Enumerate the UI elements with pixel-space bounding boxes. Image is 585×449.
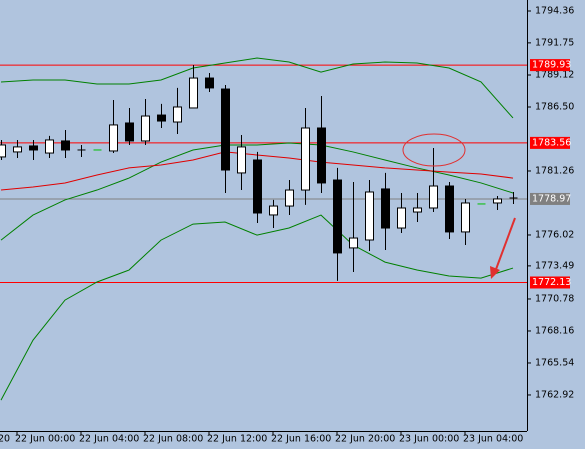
level-label-bg bbox=[530, 276, 570, 289]
candle-body bbox=[141, 115, 150, 142]
y-tick-label: 1791.75 bbox=[535, 37, 574, 48]
candle-body bbox=[413, 207, 422, 213]
y-tick-label: 1776.02 bbox=[535, 229, 574, 240]
indicator-line bbox=[0, 214, 514, 401]
candle-body bbox=[13, 146, 22, 153]
level-label: 1778.97 bbox=[532, 193, 571, 204]
y-tick-label: 1762.92 bbox=[535, 389, 574, 400]
candle-body bbox=[269, 205, 278, 216]
level-label-bg bbox=[530, 136, 570, 149]
candle-body bbox=[365, 191, 374, 241]
x-tick-label: 22 Jun 00:00 bbox=[15, 434, 75, 445]
candle-body bbox=[173, 106, 182, 123]
candle-body bbox=[205, 77, 214, 89]
candle-body bbox=[381, 188, 390, 229]
level-label: 1783.56 bbox=[532, 137, 571, 148]
candle-body bbox=[157, 114, 166, 122]
candle-body bbox=[125, 122, 134, 142]
indicator-line bbox=[0, 57, 514, 119]
x-tick-label: 22 Jun 08:00 bbox=[143, 434, 203, 445]
x-tick-label: 23 Jun 04:00 bbox=[463, 434, 523, 445]
candle-body bbox=[461, 202, 470, 233]
candle-body bbox=[189, 77, 198, 109]
y-tick-label: 1773.49 bbox=[535, 260, 574, 271]
level-label: 1772.13 bbox=[532, 277, 571, 288]
candle-body bbox=[285, 189, 294, 207]
arrow-shaft bbox=[494, 217, 516, 273]
candle-body bbox=[349, 237, 358, 249]
candle-body bbox=[301, 127, 310, 191]
y-tick-label: 1781.26 bbox=[535, 165, 574, 176]
arrow-head bbox=[490, 266, 500, 279]
x-tick-label: 23 Jun 00:00 bbox=[399, 434, 459, 445]
y-tick-label: 1768.16 bbox=[535, 325, 574, 336]
candle-body bbox=[493, 198, 502, 204]
y-tick-label: 1786.50 bbox=[535, 101, 574, 112]
level-label-bg bbox=[530, 192, 570, 205]
candle-body bbox=[221, 88, 230, 171]
candle-body bbox=[397, 207, 406, 229]
candle-body bbox=[253, 159, 262, 214]
candle-body bbox=[109, 124, 118, 152]
candle-body bbox=[445, 185, 454, 233]
candle-body bbox=[333, 179, 342, 254]
candle-body bbox=[61, 140, 70, 151]
x-tick-label: 22 Jun 12:00 bbox=[207, 434, 267, 445]
x-tick-label: 22 Jun 04:00 bbox=[79, 434, 139, 445]
candle-body bbox=[45, 139, 54, 154]
candle-body bbox=[317, 127, 326, 184]
candle-body bbox=[237, 146, 246, 174]
highlight-ellipse bbox=[402, 133, 466, 167]
y-tick-label: 1789.12 bbox=[535, 69, 574, 80]
y-tick-label: 1794.36 bbox=[535, 5, 574, 16]
candle-body bbox=[0, 144, 6, 158]
candle-body bbox=[29, 145, 38, 151]
y-tick-label: 1765.54 bbox=[535, 357, 574, 368]
x-tick-label: 22 Jun 20:00 bbox=[335, 434, 395, 445]
level-label-bg bbox=[530, 59, 570, 72]
y-tick-label: 1770.78 bbox=[535, 293, 574, 304]
level-label: 1789.93 bbox=[532, 60, 571, 71]
x-tick-label: 22 Jun 16:00 bbox=[271, 434, 331, 445]
x-tick-label: 20 bbox=[0, 434, 10, 445]
candle-body bbox=[429, 185, 438, 209]
